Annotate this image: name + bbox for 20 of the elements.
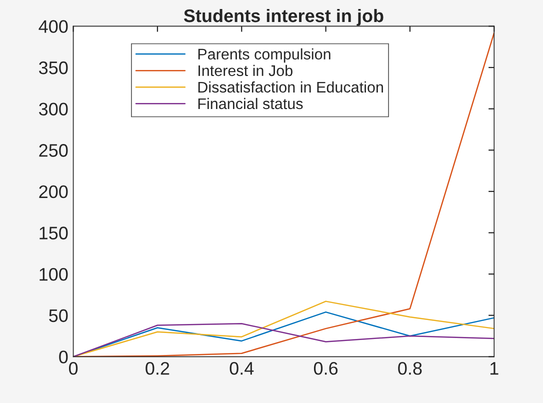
chart-title: Students interest in job: [184, 8, 384, 26]
x-tick-label: 0: [68, 362, 78, 375]
y-tick-label: 0: [59, 350, 68, 364]
y-tick-label: 300: [39, 102, 68, 116]
x-tick-label: 0.6: [314, 362, 338, 375]
legend-label: Financial status: [198, 98, 303, 110]
x-tick-label: 0.4: [230, 362, 254, 375]
legend-label: Parents compulsion: [198, 48, 330, 63]
legend-label: Dissatisfaction in Education: [198, 81, 383, 93]
y-tick-label: 50: [49, 309, 68, 322]
y-tick-label: 250: [39, 144, 68, 157]
y-tick-label: 400: [38, 20, 68, 33]
y-tick-label: 200: [39, 185, 68, 198]
y-tick-label: 100: [40, 268, 68, 281]
x-tick-label: 0.2: [146, 362, 170, 375]
x-tick-label: 0.8: [398, 362, 422, 375]
y-tick-label: 350: [39, 61, 68, 74]
legend-label: Interest in Job: [198, 64, 292, 76]
y-tick-label: 150: [40, 226, 68, 240]
x-tick-label: 1: [490, 362, 498, 375]
